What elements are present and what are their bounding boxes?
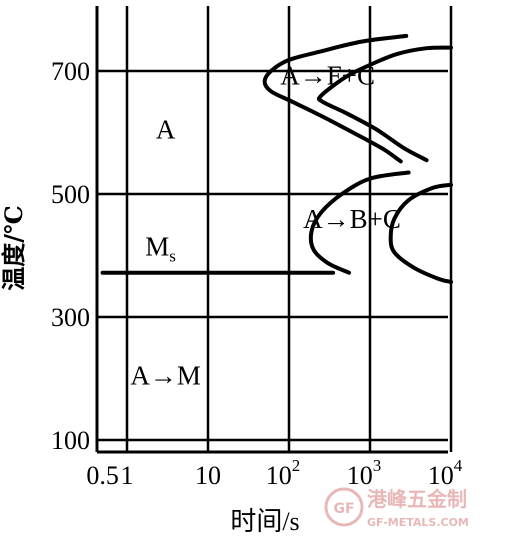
y-tick-label: 500 — [51, 180, 90, 209]
x-tick-label: 0.5 — [86, 461, 119, 490]
region-labels: A→F+C A A→B+C Ms A→M — [130, 61, 401, 391]
y-tick-label: 100 — [51, 426, 90, 455]
x-tick-label: 102 — [266, 456, 301, 490]
pearlite-finish-curve — [316, 45, 453, 163]
curves — [100, 33, 453, 284]
y-tick-label: 300 — [51, 303, 90, 332]
x-tick-label: 10 — [195, 461, 221, 490]
watermark-logo: GF 港峰五金制 GF-METALS.COM — [324, 487, 469, 529]
axes — [95, 6, 448, 454]
region-label: A→M — [130, 361, 201, 391]
logo-initials: GF — [333, 501, 354, 517]
region-label: Ms — [145, 232, 176, 266]
y-tick-label: 700 — [51, 57, 90, 86]
region-label: A→B+C — [303, 204, 401, 234]
region-label: A→F+C — [280, 61, 375, 91]
y-tick-labels: 100 300 500 700 — [51, 57, 90, 455]
x-tick-label: 1 — [121, 461, 134, 490]
pearlite-start-curve — [262, 33, 409, 164]
bainite-finish-curve — [388, 182, 453, 284]
logo-mark — [324, 487, 364, 527]
y-axis-label: 温度/℃ — [0, 205, 28, 291]
watermark-cn: 港峰五金制 — [367, 487, 467, 511]
x-axis-label: 时间/s — [230, 507, 299, 536]
watermark-en: GF-METALS.COM — [367, 516, 469, 529]
x-tick-labels: 0.5 1 10 102 103 104 — [86, 456, 462, 490]
bainite-start-curve — [308, 170, 411, 275]
region-label: A — [156, 115, 176, 145]
